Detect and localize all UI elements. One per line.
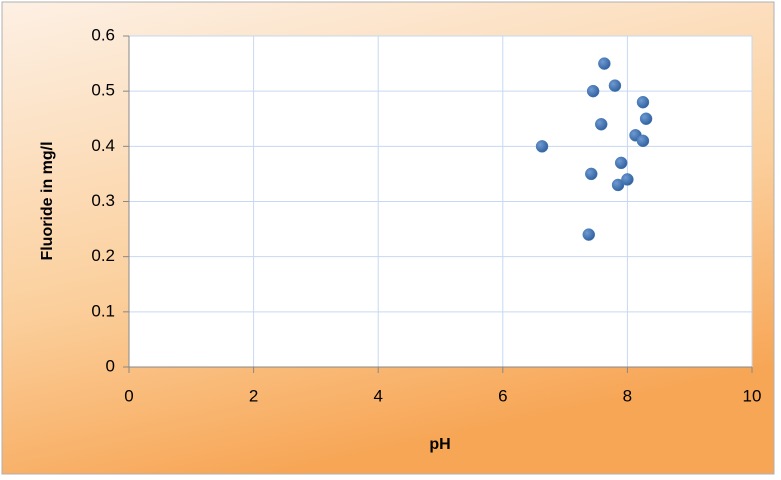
point — [614, 156, 628, 170]
y-tick-label: 0.4 — [91, 136, 115, 155]
point — [585, 167, 598, 181]
y-tick-label: 0.2 — [91, 246, 115, 265]
x-tick-label: 10 — [743, 386, 762, 405]
point — [535, 140, 549, 153]
point — [611, 178, 625, 192]
point — [636, 134, 650, 148]
y-tick-label: 0.3 — [91, 191, 115, 210]
x-tick-label: 0 — [124, 386, 133, 405]
y-tick-label: 0 — [106, 356, 115, 375]
y-tick-label: 0.5 — [91, 81, 115, 100]
point — [598, 57, 611, 70]
x-axis-title: pH — [429, 436, 450, 453]
y-tick-label: 0.6 — [91, 25, 115, 44]
x-tick-label: 2 — [249, 386, 258, 405]
point — [586, 84, 600, 98]
point — [639, 112, 653, 125]
point — [636, 95, 650, 109]
point — [594, 118, 608, 131]
x-tick-label: 6 — [498, 386, 507, 405]
y-axis-title: Fluoride in mg/l — [39, 141, 56, 260]
y-tick-label: 0.1 — [91, 301, 115, 320]
x-tick-label: 4 — [373, 386, 382, 405]
point — [582, 228, 596, 241]
point — [621, 173, 634, 186]
point — [608, 79, 622, 92]
x-tick-label: 8 — [623, 386, 632, 405]
